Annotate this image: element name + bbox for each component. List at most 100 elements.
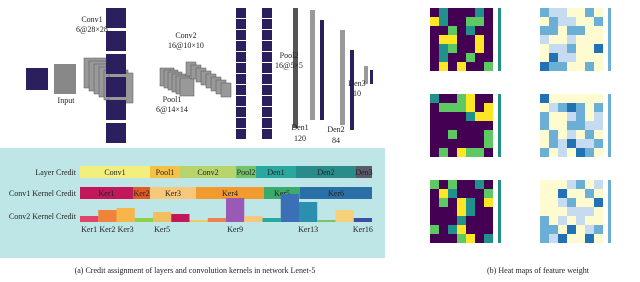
kernel-label: Ker2 xyxy=(99,225,115,234)
heat-cell xyxy=(549,44,558,53)
heat-cell xyxy=(576,121,585,130)
heat-cell xyxy=(457,35,466,44)
heat-cell xyxy=(585,103,594,112)
heat-cell xyxy=(558,189,567,198)
heat-cell xyxy=(430,207,439,216)
heat-cell xyxy=(448,207,457,216)
heat-cell xyxy=(475,198,484,207)
heat-cell xyxy=(484,53,493,62)
heat-cell xyxy=(549,35,558,44)
heat-cell xyxy=(567,44,576,53)
layer-shape: 10 xyxy=(353,89,361,98)
heat-cell xyxy=(466,148,475,157)
heat-cell xyxy=(457,112,466,121)
heat-cell xyxy=(484,44,493,53)
heat-cell xyxy=(558,121,567,130)
heat-cell xyxy=(484,148,493,157)
heat-cell xyxy=(484,62,493,71)
heat-cell xyxy=(540,139,549,148)
credit-segment xyxy=(80,166,150,178)
heat-cell xyxy=(540,35,549,44)
colorbar xyxy=(608,94,611,157)
den3-bar xyxy=(364,66,368,84)
heat-cell xyxy=(585,207,594,216)
pool1-map xyxy=(179,77,195,97)
credit-segment xyxy=(180,166,236,178)
conv2-thumb xyxy=(236,63,246,73)
heat-cell xyxy=(475,26,484,35)
heat-cell xyxy=(448,234,457,243)
heat-cell xyxy=(594,44,603,53)
heat-cell xyxy=(466,94,475,103)
heat-cell xyxy=(466,53,475,62)
conv2-thumb xyxy=(236,74,246,84)
heat-cell xyxy=(576,112,585,121)
heat-cell xyxy=(457,94,466,103)
layer-shape: 84 xyxy=(332,136,340,145)
heat-cell xyxy=(430,26,439,35)
heat-cell xyxy=(448,17,457,26)
heat-cell xyxy=(594,130,603,139)
heat-cell xyxy=(540,103,549,112)
heat-cell xyxy=(558,26,567,35)
heat-cell xyxy=(439,53,448,62)
heat-cell xyxy=(457,180,466,189)
heat-cell xyxy=(475,121,484,130)
heat-cell xyxy=(466,139,475,148)
heat-cell xyxy=(475,17,484,26)
layer-shape: 16@10×10 xyxy=(168,41,204,50)
heat-cell xyxy=(576,130,585,139)
heat-cell xyxy=(558,44,567,53)
conv1-thumb xyxy=(106,100,126,120)
heat-cell xyxy=(448,62,457,71)
heat-cell xyxy=(549,189,558,198)
heat-cell xyxy=(430,103,439,112)
heat-cell xyxy=(549,121,558,130)
heat-cell xyxy=(457,207,466,216)
heat-cell xyxy=(540,8,549,17)
heat-cell xyxy=(484,112,493,121)
heat-cell xyxy=(475,44,484,53)
heat-cell xyxy=(466,207,475,216)
heat-cell xyxy=(439,8,448,17)
heat-cell xyxy=(430,180,439,189)
heat-cell xyxy=(475,62,484,71)
heat-cell xyxy=(448,121,457,130)
heat-cell xyxy=(430,94,439,103)
heat-cell xyxy=(576,17,585,26)
kernel-bar xyxy=(353,218,372,222)
heat-cell xyxy=(585,198,594,207)
kernel-bar xyxy=(207,218,226,222)
heat-cell xyxy=(466,8,475,17)
heat-cell xyxy=(430,53,439,62)
heat-cell xyxy=(448,189,457,198)
heat-cell xyxy=(567,53,576,62)
heat-cell xyxy=(594,62,603,71)
segment-label: Den3 xyxy=(355,168,372,177)
layer-name: Input xyxy=(58,96,76,105)
layer-name: Conv1 xyxy=(81,15,102,24)
segment-label: Ker1 xyxy=(99,189,115,198)
heat-cell xyxy=(576,139,585,148)
heat-cell xyxy=(430,8,439,17)
layer-name: Pool1 xyxy=(163,95,182,104)
heat-cell xyxy=(567,225,576,234)
heat-cell xyxy=(558,53,567,62)
heat-cell xyxy=(540,216,549,225)
heat-cell xyxy=(549,139,558,148)
heat-cell xyxy=(594,139,603,148)
heat-cell xyxy=(558,180,567,189)
heat-cell xyxy=(567,17,576,26)
heat-cell xyxy=(594,198,603,207)
heat-cell xyxy=(585,26,594,35)
heat-cell xyxy=(567,216,576,225)
heat-cell xyxy=(439,189,448,198)
heat-cell xyxy=(594,94,603,103)
heat-cell xyxy=(448,94,457,103)
heat-cell xyxy=(430,198,439,207)
kernel-bar xyxy=(134,218,153,222)
heat-cell xyxy=(576,8,585,17)
heat-cell xyxy=(484,17,493,26)
segment-label: Ker5 xyxy=(274,189,290,198)
row-label: Conv2 Kernel Credit xyxy=(9,212,77,221)
